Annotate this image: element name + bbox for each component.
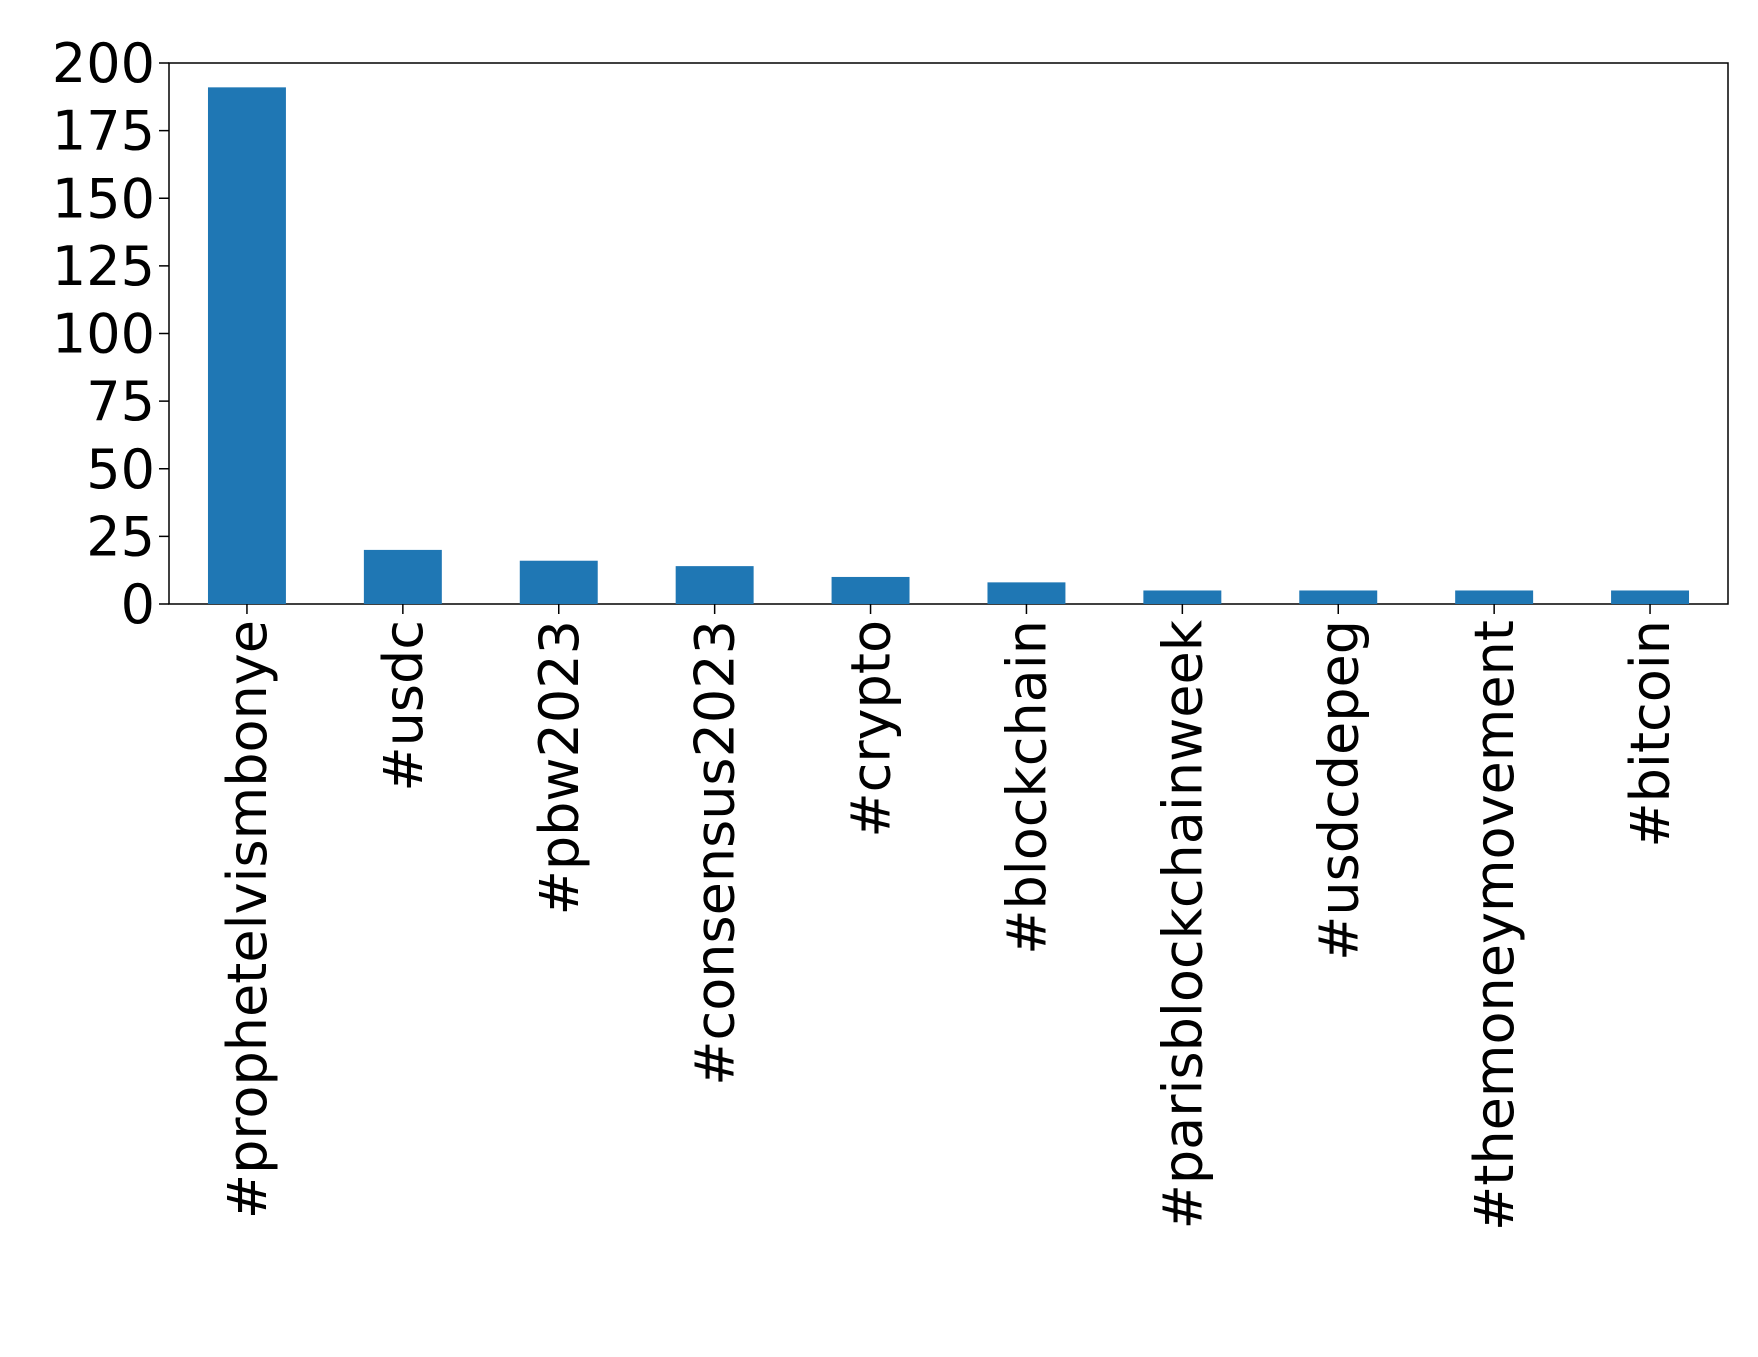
x-tick-label: #bitcoin: [1619, 620, 1682, 848]
x-tick-label: #themoneymovement: [1463, 620, 1526, 1231]
y-tick-label: 75: [86, 370, 155, 433]
bar: [987, 582, 1066, 604]
bar: [675, 566, 754, 604]
y-tick-label: 150: [52, 167, 155, 230]
x-tick-label: #usdc: [372, 620, 435, 792]
y-tick-label: 125: [52, 235, 155, 298]
bar: [1611, 590, 1690, 604]
y-tick-label: 100: [52, 303, 155, 366]
y-tick-label: 25: [86, 505, 155, 568]
bar: [363, 549, 442, 604]
x-tick-label: #blockchain: [995, 620, 1058, 955]
bar: [831, 576, 910, 604]
bar: [1143, 590, 1222, 604]
y-tick-label: 0: [121, 573, 155, 636]
bar: [1455, 590, 1534, 604]
x-tick-label: #prophetelvismbonye: [216, 620, 279, 1219]
x-tick-label: #pbw2023: [528, 620, 591, 915]
y-tick-label: 200: [52, 32, 155, 95]
x-tick-label: #parisblockchainweek: [1151, 619, 1214, 1229]
x-tick-label: #consensus2023: [684, 620, 747, 1086]
x-tick-label: #usdcdepeg: [1307, 620, 1370, 961]
bar: [207, 87, 286, 605]
y-tick-label: 50: [86, 438, 155, 501]
plot-frame: [168, 62, 1729, 605]
y-tick-label: 175: [52, 100, 155, 163]
bar: [519, 560, 598, 604]
x-tick-label: #crypto: [840, 620, 903, 838]
bar: [1299, 590, 1378, 604]
